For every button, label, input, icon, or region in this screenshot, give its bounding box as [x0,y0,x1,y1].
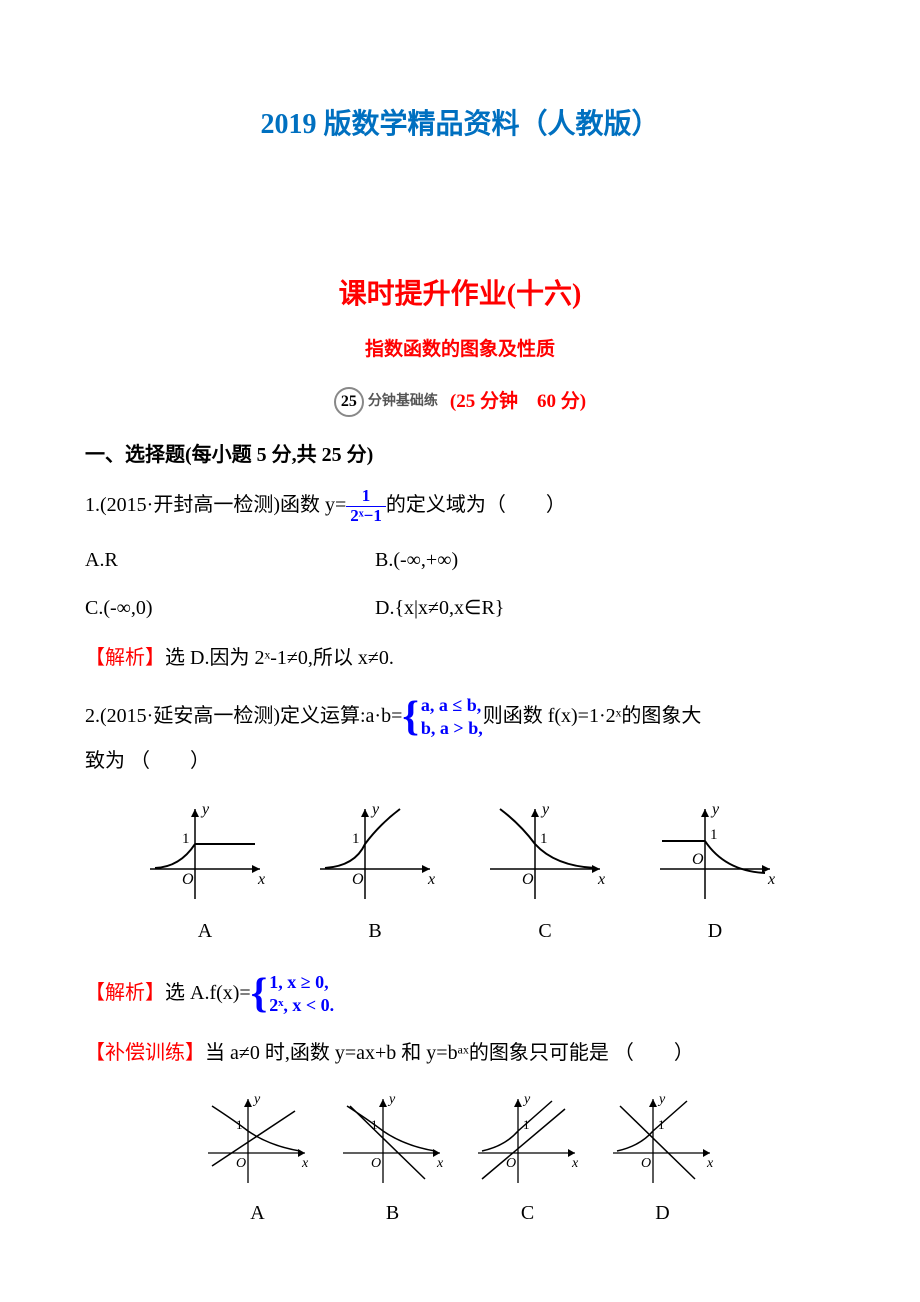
svg-text:O: O [692,851,704,868]
svg-text:x: x [767,871,775,888]
q1-option-d: D.{x|x≠0,x∈R} [375,590,504,626]
q1-option-b: B.(-∞,+∞) [375,542,458,578]
q2-suffix: 则函数 f(x)=1·2ˣ的图象大 [483,705,702,727]
svg-text:O: O [371,1156,381,1171]
svg-text:O: O [352,871,364,888]
q2-explain-piecewise: {1, x ≥ 0,2ˣ, x < 0. [251,971,334,1018]
svg-text:x: x [427,871,435,888]
comp-label-b: B [386,1195,399,1231]
q1-suffix: 的定义域为（ ） [386,494,566,516]
comp-graph-d: x y O 1 D [605,1091,720,1231]
q2-explanation: 【解析】选 A.f(x)={1, x ≥ 0,2ˣ, x < 0. [85,971,835,1018]
svg-text:y: y [387,1092,396,1107]
q2-label-a: A [198,913,212,949]
timer-label: 分钟基础练 [368,389,438,414]
q1-prefix: 1.(2015·开封高一检测)函数 y= [85,494,346,516]
svg-text:y: y [370,801,380,818]
q1-frac-num: 1 [346,487,386,507]
section-heading: 一、选择题(每小题 5 分,共 25 分) [85,437,835,473]
timer-circle: 25 [334,387,364,417]
q2-line2: 致为 （ ） [85,741,835,781]
q2-explain-pw1: 1, x ≥ 0, [269,971,334,994]
comp-label-d: D [655,1195,669,1231]
question-2: 2.(2015·延安高一检测)定义运算:a·b={a, a ≤ b,b, a >… [85,694,835,781]
q2-explain-text: 选 A.f(x)= [165,982,251,1004]
svg-text:x: x [597,871,605,888]
timer-duration: (25 分钟 60 分) [450,385,586,419]
q2-label-c: C [538,913,551,949]
q2-graph-row: x y O 1 A x y O 1 B x y [85,799,835,949]
sub-title: 课时提升作业(十六) [85,270,835,320]
q1-options-row1: A.R B.(-∞,+∞) [85,542,835,578]
comp-label-c: C [521,1195,534,1231]
svg-text:y: y [657,1092,666,1107]
comp-text: 当 a≠0 时,函数 y=ax+b 和 y=bᵃˣ的图象只可能是 （ ） [205,1042,694,1064]
comp-graph-b: x y O 1 B [335,1091,450,1231]
timer-row: 25 分钟基础练 (25 分钟 60 分) [85,385,835,419]
q1-fraction: 12ˣ−1 [346,487,386,525]
svg-text:O: O [236,1156,246,1171]
q2-label-b: B [368,913,381,949]
q2-graph-c: x y O 1 C [480,799,610,949]
comp-label-a: A [250,1195,264,1231]
svg-text:O: O [182,871,194,888]
svg-text:O: O [641,1156,651,1171]
svg-text:x: x [301,1156,309,1171]
brace-icon: { [402,696,419,738]
svg-text:x: x [436,1156,444,1171]
comp-graph-a: x y O 1 A [200,1091,315,1231]
q1-options-row2: C.(-∞,0) D.{x|x≠0,x∈R} [85,590,835,626]
q2-graph-a: x y O 1 A [140,799,270,949]
svg-text:O: O [522,871,534,888]
q2-graph-d: x y O 1 D [650,799,780,949]
comp-graph-row: x y O 1 A x y O 1 B x [85,1091,835,1231]
q1-option-a: A.R [85,542,375,578]
q2-piecewise: {a, a ≤ b,b, a > b, [402,694,482,741]
question-1: 1.(2015·开封高一检测)函数 y=12ˣ−1的定义域为（ ） [85,485,835,526]
svg-text:1: 1 [710,827,718,843]
q2-explain-label: 【解析】 [85,982,165,1004]
q2-pw2: b, a > b, [421,717,483,740]
compensation-training: 【补偿训练】当 a≠0 时,函数 y=ax+b 和 y=bᵃˣ的图象只可能是 （… [85,1033,835,1073]
q2-prefix: 2.(2015·延安高一检测)定义运算:a·b= [85,705,402,727]
q2-label-d: D [708,913,722,949]
q1-frac-den: 2ˣ−1 [346,507,386,526]
svg-text:y: y [252,1092,261,1107]
comp-graph-c: x y O 1 C [470,1091,585,1231]
q1-explain-label: 【解析】 [85,647,165,669]
topic-title: 指数函数的图象及性质 [85,333,835,367]
q2-graph-b: x y O 1 B [310,799,440,949]
svg-text:y: y [710,801,720,818]
timer-badge: 25 分钟基础练 [334,387,438,417]
svg-text:x: x [706,1156,714,1171]
svg-text:y: y [540,801,550,818]
q1-explain-text: 选 D.因为 2ˣ-1≠0,所以 x≠0. [165,647,394,669]
q2-explain-pw2: 2ˣ, x < 0. [269,994,334,1017]
svg-text:x: x [571,1156,579,1171]
svg-text:1: 1 [182,831,190,847]
main-title: 2019 版数学精品资料（人教版） [85,100,835,150]
svg-text:1: 1 [352,831,360,847]
brace-icon: { [251,973,268,1015]
comp-label: 【补偿训练】 [85,1042,205,1064]
svg-text:x: x [257,871,265,888]
q2-pw1: a, a ≤ b, [421,694,483,717]
q1-option-c: C.(-∞,0) [85,590,375,626]
svg-text:y: y [522,1092,531,1107]
q1-explanation: 【解析】选 D.因为 2ˣ-1≠0,所以 x≠0. [85,638,835,678]
svg-text:1: 1 [540,831,548,847]
svg-text:y: y [200,801,210,818]
